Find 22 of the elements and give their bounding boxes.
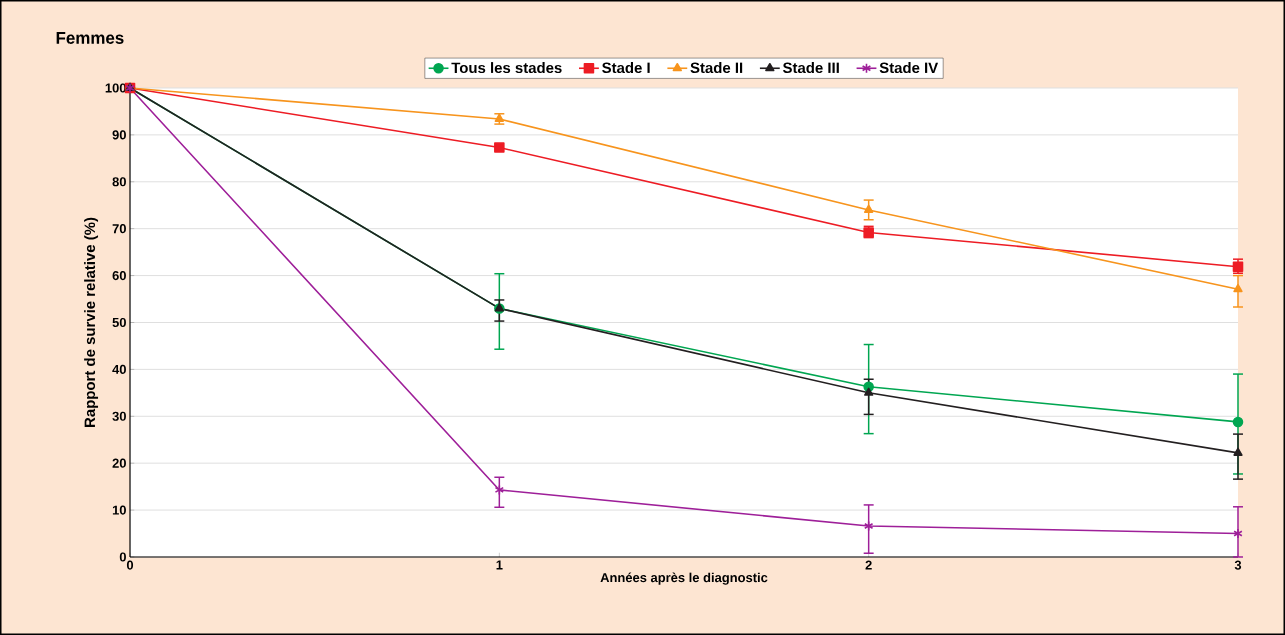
y-axis-title: Rapport de survie relative (%) xyxy=(84,217,99,427)
x-tick-label: 1 xyxy=(496,560,503,570)
y-tick-label: 50 xyxy=(112,317,126,328)
legend-label: Stade II xyxy=(690,62,743,74)
x-axis-title: Années après le diagnostic xyxy=(600,572,768,585)
y-tick-label: 20 xyxy=(112,458,126,468)
y-tick-label: 80 xyxy=(112,177,126,187)
y-tick-label: 0 xyxy=(119,552,126,562)
y-tick-label: 10 xyxy=(112,505,126,515)
legend-label: Tous les stades xyxy=(451,62,562,74)
y-tick-label: 40 xyxy=(112,364,126,374)
legend-label: Stade III xyxy=(782,62,839,74)
x-tick-label: 0 xyxy=(126,560,134,570)
x-tick-label: 3 xyxy=(1234,560,1242,570)
legend-label: Stade I xyxy=(602,62,650,74)
y-tick-label: 60 xyxy=(112,270,126,281)
y-tick-label: 70 xyxy=(112,224,126,234)
chart-title: Femmes xyxy=(56,32,124,44)
y-tick-label: 30 xyxy=(112,411,126,421)
y-tick-label: 90 xyxy=(112,130,126,140)
legend-label: Stade IV xyxy=(879,62,939,74)
x-tick-label: 2 xyxy=(865,560,872,570)
